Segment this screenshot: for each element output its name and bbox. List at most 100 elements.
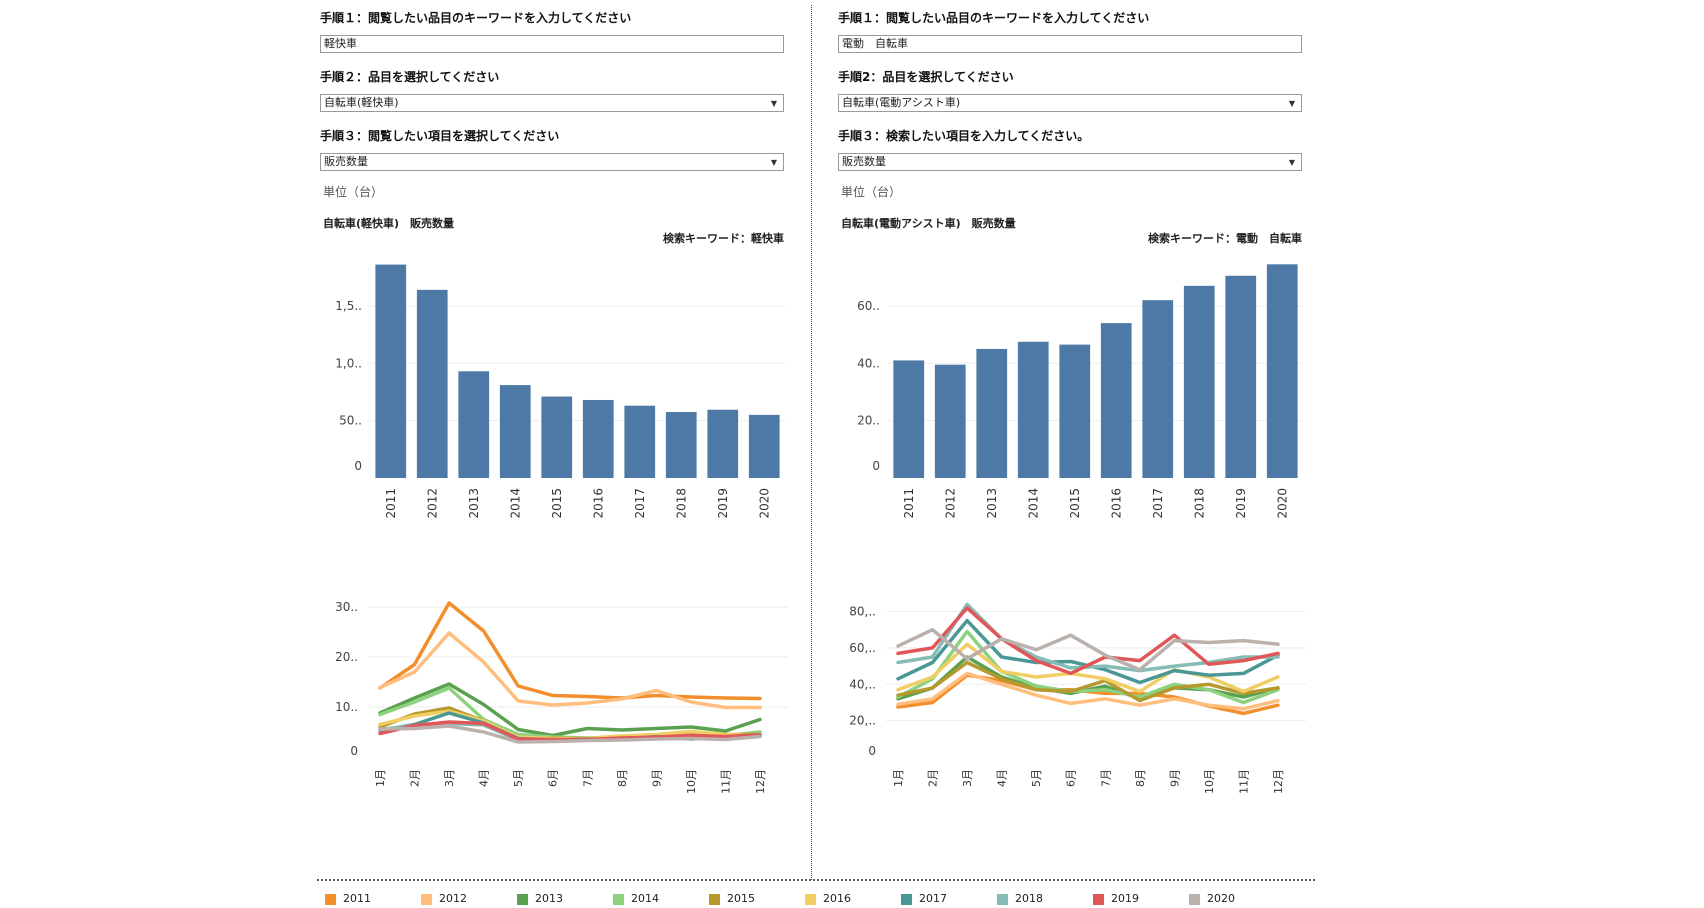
dropdown-arrow-icon: ▼ [1288, 158, 1295, 167]
right-line-chart: 0 20,.. 40,.. 60,.. 80,.. 1月 2月 3月 4月 5月 6月 7月 8月 9月 1… [849, 602, 1306, 794]
series-line-2019 [896, 606, 1280, 676]
x-tick-label: 2020 [1275, 488, 1289, 519]
bar [1100, 323, 1132, 478]
x-tick-label: 1月 [892, 769, 905, 787]
x-tick-label: 2015 [1068, 488, 1082, 519]
series-line-2011 [378, 601, 762, 701]
series-line-2020 [896, 627, 1280, 672]
x-tick-label: 4月 [996, 769, 1009, 787]
legend-swatch [325, 893, 336, 905]
x-tick-label: 2014 [508, 488, 522, 519]
x-tick-label: 2014 [1026, 488, 1040, 519]
legend-swatch [997, 893, 1008, 905]
x-tick-label: 11月 [1237, 769, 1250, 794]
series-line-2012 [896, 671, 1280, 711]
bar [665, 412, 697, 478]
right-keyword-input[interactable]: 電動 自転車 [838, 35, 1302, 53]
left-metric-select-value: 販売数量 [324, 155, 368, 168]
x-tick-label: 9月 [1168, 769, 1181, 787]
right-step3-label: 手順３：検索したい項目を入力してください。 [838, 129, 1090, 143]
y-tick-label: 50.. [339, 414, 362, 428]
y-tick-label: 10.. [335, 700, 358, 714]
right-search-keyword: 検索キーワード：電動 自転車 [1148, 232, 1302, 245]
legend-label: 2017 [919, 892, 947, 905]
series-line-2015 [896, 660, 1280, 703]
legend-item-2019[interactable]: 2019 [1093, 892, 1139, 906]
bar [1225, 275, 1257, 478]
series-line-2020 [378, 724, 762, 744]
legend-item-2020[interactable]: 2020 [1189, 892, 1235, 906]
bar [458, 371, 490, 478]
bar [934, 364, 966, 478]
legend-item-2018[interactable]: 2018 [997, 892, 1043, 906]
bar [1183, 285, 1215, 478]
legend-swatch [709, 893, 720, 905]
y-tick-label: 40,.. [849, 677, 876, 691]
legend-label: 2014 [631, 892, 659, 905]
x-tick-label: 7月 [581, 769, 594, 787]
bar [1142, 300, 1174, 478]
x-tick-label: 2月 [927, 769, 940, 787]
x-tick-label: 1月 [374, 769, 387, 787]
left-line-chart: 0 10.. 20.. 30.. 1月 2月 3月 4月 5月 6月 7月 8月 9月 10月 11月 12月 [335, 600, 788, 794]
panel-divider [811, 5, 812, 880]
x-tick-label: 6月 [1065, 769, 1078, 787]
x-tick-label: 2013 [985, 488, 999, 519]
y-tick-label: 20.. [857, 414, 880, 428]
left-item-select[interactable]: 自転車(軽快車) ▼ [320, 94, 784, 112]
legend-label: 2018 [1015, 892, 1043, 905]
x-tick-label: 2016 [1109, 488, 1123, 519]
series-line-2016 [896, 642, 1280, 694]
right-bar-chart: 0 20.. 40.. 60.. 2011 2012 2013 2014 2015 2016 201… [857, 264, 1303, 519]
legend-item-2016[interactable]: 2016 [805, 892, 851, 906]
legend-item-2017[interactable]: 2017 [901, 892, 947, 906]
right-panel: 手順１：閲覧したい品目のキーワードを入力してください 電動 自転車 手順2：品目… [838, 0, 1308, 875]
left-search-keyword: 検索キーワード：軽快車 [663, 232, 784, 245]
y-tick-label: 20,.. [849, 714, 876, 728]
legend-item-2011[interactable]: 2011 [325, 892, 371, 906]
x-tick-label: 2017 [1151, 488, 1165, 519]
right-metric-select[interactable]: 販売数量 ▼ [838, 153, 1302, 171]
x-tick-label: 2018 [1192, 488, 1206, 519]
x-tick-label: 2月 [409, 769, 422, 787]
right-metric-select-value: 販売数量 [842, 155, 886, 168]
dropdown-arrow-icon: ▼ [770, 99, 777, 108]
bar [582, 399, 614, 478]
legend-item-2014[interactable]: 2014 [613, 892, 659, 906]
x-tick-label: 11月 [719, 769, 732, 794]
legend-label: 2016 [823, 892, 851, 905]
x-tick-label: 2016 [591, 488, 605, 519]
right-chart-title: 自転車(電動アシスト車) 販売数量 [841, 217, 1016, 230]
legend-item-2013[interactable]: 2013 [517, 892, 563, 906]
x-tick-label: 2012 [943, 488, 957, 519]
y-tick-label: 0 [872, 459, 880, 473]
legend-separator [317, 879, 1315, 881]
legend-item-2012[interactable]: 2012 [421, 892, 467, 906]
bar [976, 348, 1008, 478]
x-tick-label: 2011 [384, 488, 398, 519]
x-tick-label: 5月 [1030, 769, 1043, 787]
left-metric-select[interactable]: 販売数量 ▼ [320, 153, 784, 171]
legend-swatch [421, 893, 432, 905]
series-line-2014 [896, 629, 1280, 705]
left-step3-label: 手順３：閲覧したい項目を選択してください [320, 129, 560, 143]
x-tick-label: 8月 [616, 769, 629, 787]
left-unit-label: 単位（台） [323, 185, 384, 199]
bar [416, 289, 448, 478]
bar [1266, 264, 1298, 478]
x-tick-label: 2012 [425, 488, 439, 519]
bar [541, 396, 573, 478]
bar [499, 385, 531, 478]
left-keyword-input[interactable]: 軽快車 [320, 35, 784, 53]
legend-label: 2012 [439, 892, 467, 905]
y-tick-label: 80,.. [849, 605, 876, 619]
y-tick-label: 30.. [335, 600, 358, 614]
x-tick-label: 3月 [961, 769, 974, 787]
legend-item-2015[interactable]: 2015 [709, 892, 755, 906]
right-item-select[interactable]: 自転車(電動アシスト車) ▼ [838, 94, 1302, 112]
x-tick-label: 10月 [685, 769, 698, 794]
y-tick-label: 0 [868, 744, 876, 758]
x-tick-label: 2015 [550, 488, 564, 519]
x-tick-label: 2018 [674, 488, 688, 519]
left-chart-title: 自転車(軽快車) 販売数量 [323, 217, 455, 230]
